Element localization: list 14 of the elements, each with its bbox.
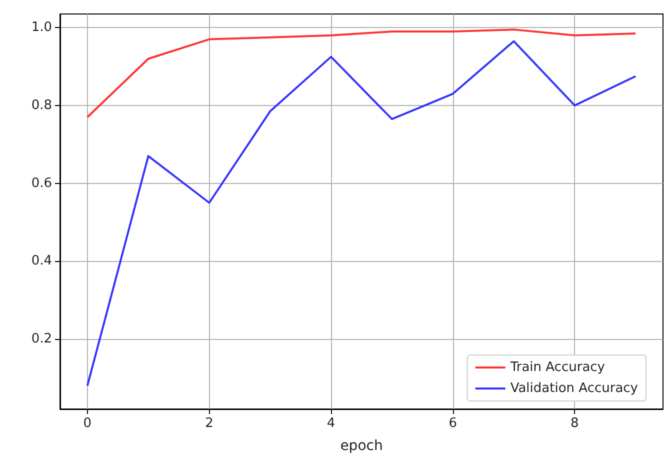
x-tick-label: 0 <box>83 416 92 431</box>
x-tick-label: 6 <box>448 416 458 431</box>
y-tick-label: 0.8 <box>31 98 52 113</box>
legend-label: Train Accuracy <box>509 360 606 375</box>
y-tick-label: 0.4 <box>31 254 52 269</box>
y-tick-label: 0.2 <box>31 331 52 346</box>
x-axis-title: epoch <box>340 438 383 454</box>
legend-label: Validation Accuracy <box>510 381 638 396</box>
x-tick-label: 4 <box>326 416 336 431</box>
y-tick-label: 1.0 <box>31 20 52 36</box>
y-tick-label: 0.6 <box>31 176 52 191</box>
x-tick-label: 2 <box>205 416 214 431</box>
line-series <box>86 28 637 118</box>
x-tick-label: 8 <box>570 416 579 431</box>
